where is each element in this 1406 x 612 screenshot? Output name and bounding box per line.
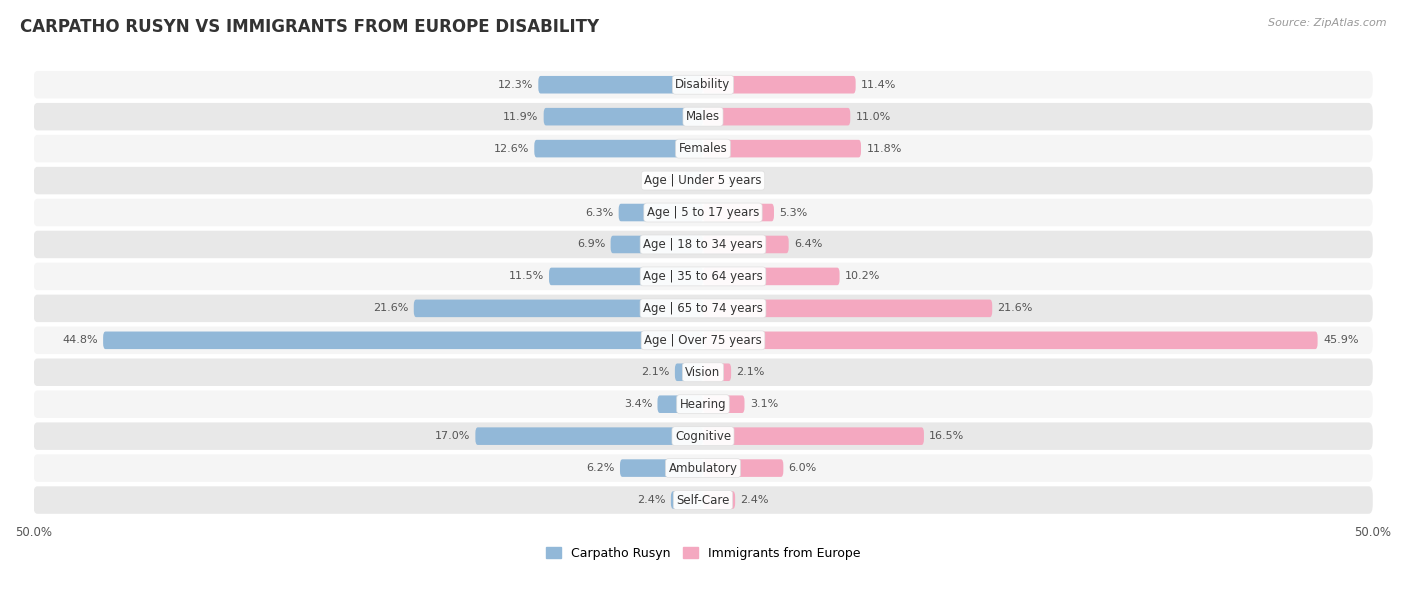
FancyBboxPatch shape xyxy=(703,460,783,477)
Text: 3.4%: 3.4% xyxy=(624,399,652,409)
FancyBboxPatch shape xyxy=(610,236,703,253)
FancyBboxPatch shape xyxy=(34,231,1372,258)
Text: Cognitive: Cognitive xyxy=(675,430,731,442)
FancyBboxPatch shape xyxy=(534,140,703,157)
FancyBboxPatch shape xyxy=(703,364,731,381)
Text: 21.6%: 21.6% xyxy=(998,304,1033,313)
Text: 21.6%: 21.6% xyxy=(373,304,408,313)
Text: Age | Under 5 years: Age | Under 5 years xyxy=(644,174,762,187)
Text: 11.0%: 11.0% xyxy=(856,111,891,122)
Text: 11.4%: 11.4% xyxy=(860,80,897,90)
Text: Hearing: Hearing xyxy=(679,398,727,411)
Text: 2.4%: 2.4% xyxy=(741,495,769,505)
Text: 6.3%: 6.3% xyxy=(585,207,613,217)
Legend: Carpatho Rusyn, Immigrants from Europe: Carpatho Rusyn, Immigrants from Europe xyxy=(541,542,865,565)
Text: 17.0%: 17.0% xyxy=(434,431,470,441)
Text: 2.1%: 2.1% xyxy=(737,367,765,377)
FancyBboxPatch shape xyxy=(703,140,860,157)
Text: Age | 65 to 74 years: Age | 65 to 74 years xyxy=(643,302,763,315)
FancyBboxPatch shape xyxy=(34,487,1372,514)
FancyBboxPatch shape xyxy=(703,267,839,285)
Text: Age | 35 to 64 years: Age | 35 to 64 years xyxy=(643,270,763,283)
Text: 6.4%: 6.4% xyxy=(794,239,823,250)
Text: 11.8%: 11.8% xyxy=(866,144,901,154)
Text: Females: Females xyxy=(679,142,727,155)
FancyBboxPatch shape xyxy=(34,390,1372,418)
Text: 6.2%: 6.2% xyxy=(586,463,614,473)
FancyBboxPatch shape xyxy=(103,332,703,349)
Text: 2.1%: 2.1% xyxy=(641,367,669,377)
FancyBboxPatch shape xyxy=(703,236,789,253)
FancyBboxPatch shape xyxy=(34,103,1372,130)
Text: 12.6%: 12.6% xyxy=(494,144,529,154)
Text: 11.9%: 11.9% xyxy=(503,111,538,122)
Text: Self-Care: Self-Care xyxy=(676,493,730,507)
FancyBboxPatch shape xyxy=(703,108,851,125)
FancyBboxPatch shape xyxy=(703,427,924,445)
FancyBboxPatch shape xyxy=(671,491,703,509)
FancyBboxPatch shape xyxy=(703,300,993,317)
Text: 16.5%: 16.5% xyxy=(929,431,965,441)
Text: Vision: Vision xyxy=(685,366,721,379)
Text: 45.9%: 45.9% xyxy=(1323,335,1358,345)
FancyBboxPatch shape xyxy=(34,422,1372,450)
FancyBboxPatch shape xyxy=(703,204,773,222)
Text: Ambulatory: Ambulatory xyxy=(668,461,738,474)
FancyBboxPatch shape xyxy=(34,135,1372,162)
FancyBboxPatch shape xyxy=(34,294,1372,322)
FancyBboxPatch shape xyxy=(538,76,703,94)
Text: Disability: Disability xyxy=(675,78,731,91)
Text: 6.9%: 6.9% xyxy=(576,239,605,250)
Text: 5.3%: 5.3% xyxy=(779,207,807,217)
FancyBboxPatch shape xyxy=(34,263,1372,290)
FancyBboxPatch shape xyxy=(34,199,1372,226)
FancyBboxPatch shape xyxy=(675,364,703,381)
FancyBboxPatch shape xyxy=(703,172,720,189)
FancyBboxPatch shape xyxy=(548,267,703,285)
Text: 10.2%: 10.2% xyxy=(845,271,880,282)
Text: 1.3%: 1.3% xyxy=(725,176,754,185)
Text: Males: Males xyxy=(686,110,720,123)
Text: 2.4%: 2.4% xyxy=(637,495,665,505)
Text: 44.8%: 44.8% xyxy=(62,335,98,345)
FancyBboxPatch shape xyxy=(34,327,1372,354)
FancyBboxPatch shape xyxy=(703,395,745,413)
Text: 3.1%: 3.1% xyxy=(749,399,778,409)
FancyBboxPatch shape xyxy=(658,395,703,413)
FancyBboxPatch shape xyxy=(620,460,703,477)
FancyBboxPatch shape xyxy=(619,204,703,222)
Text: CARPATHO RUSYN VS IMMIGRANTS FROM EUROPE DISABILITY: CARPATHO RUSYN VS IMMIGRANTS FROM EUROPE… xyxy=(20,18,599,36)
Text: Age | Over 75 years: Age | Over 75 years xyxy=(644,334,762,347)
FancyBboxPatch shape xyxy=(34,167,1372,194)
Text: Age | 5 to 17 years: Age | 5 to 17 years xyxy=(647,206,759,219)
FancyBboxPatch shape xyxy=(413,300,703,317)
FancyBboxPatch shape xyxy=(34,359,1372,386)
FancyBboxPatch shape xyxy=(34,454,1372,482)
FancyBboxPatch shape xyxy=(685,172,703,189)
FancyBboxPatch shape xyxy=(703,76,856,94)
Text: 11.5%: 11.5% xyxy=(509,271,544,282)
Text: Source: ZipAtlas.com: Source: ZipAtlas.com xyxy=(1268,18,1386,28)
Text: Age | 18 to 34 years: Age | 18 to 34 years xyxy=(643,238,763,251)
Text: 1.4%: 1.4% xyxy=(651,176,679,185)
FancyBboxPatch shape xyxy=(475,427,703,445)
FancyBboxPatch shape xyxy=(703,332,1317,349)
FancyBboxPatch shape xyxy=(34,71,1372,99)
Text: 12.3%: 12.3% xyxy=(498,80,533,90)
FancyBboxPatch shape xyxy=(544,108,703,125)
Text: 6.0%: 6.0% xyxy=(789,463,817,473)
FancyBboxPatch shape xyxy=(703,491,735,509)
